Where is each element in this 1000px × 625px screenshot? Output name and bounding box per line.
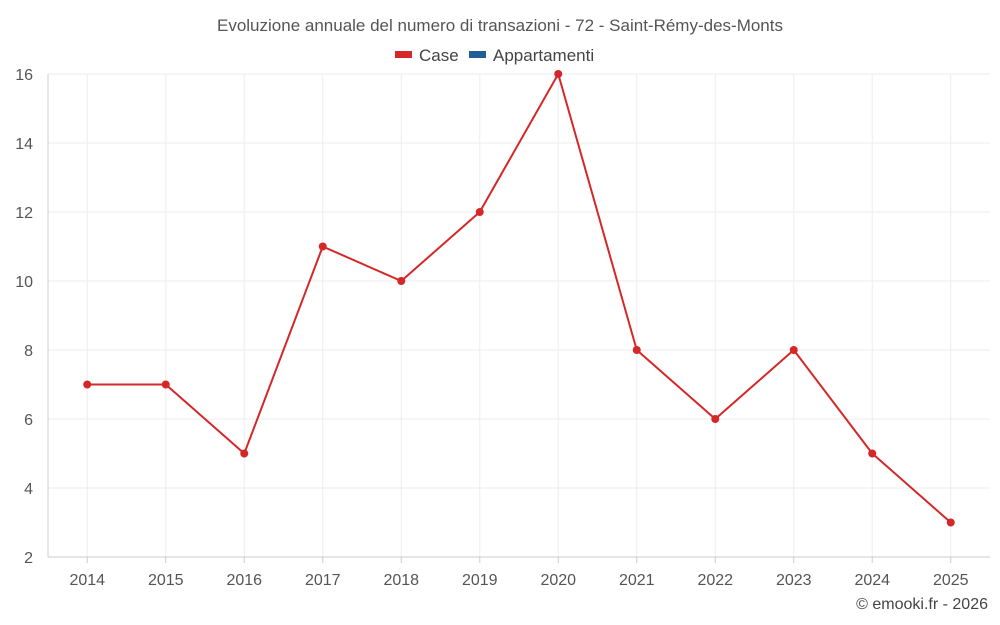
data-point-case-2021[interactable] — [632, 346, 641, 354]
data-point-case-2020[interactable] — [554, 70, 563, 78]
credit-text: © emooki.fr - 2026 — [856, 596, 988, 613]
axes — [47, 74, 990, 563]
y-tick-label: 12 — [15, 205, 33, 222]
grid — [48, 73, 990, 557]
y-tick-label: 8 — [24, 343, 33, 360]
x-tick-label: 2016 — [226, 572, 262, 589]
x-tick-label: 2019 — [462, 572, 498, 589]
x-tick-label: 2023 — [776, 572, 812, 589]
data-point-case-2022[interactable] — [711, 415, 720, 423]
x-tick-label: 2017 — [305, 572, 341, 589]
y-tick-label: 16 — [15, 67, 33, 84]
y-tick-label: 2 — [24, 550, 33, 567]
y-tick-label: 4 — [24, 481, 33, 498]
x-tick-label: 2014 — [69, 572, 105, 589]
series-line-case — [87, 73, 952, 524]
x-tick-label: 2015 — [148, 572, 184, 589]
series-lines — [87, 73, 952, 524]
data-point-case-2025[interactable] — [946, 518, 955, 527]
x-tick-label: 2018 — [383, 572, 419, 589]
data-point-case-2016[interactable] — [240, 449, 249, 458]
x-tick-label: 2022 — [697, 572, 733, 589]
x-tick-label: 2025 — [933, 572, 969, 589]
legend-item-appartamenti[interactable]: Appartamenti — [469, 46, 594, 65]
data-point-case-2015[interactable] — [161, 380, 170, 389]
y-tick-label: 14 — [15, 136, 33, 153]
data-point-case-2024[interactable] — [868, 449, 877, 458]
legend: Case Appartamenti — [395, 46, 594, 65]
x-tick-label: 2020 — [540, 572, 576, 589]
x-tick-label: 2021 — [619, 572, 655, 589]
chart-title: Evoluzione annuale del numero di transaz… — [217, 16, 783, 35]
y-axis-ticks: 2 4 6 8 10 12 14 16 — [15, 67, 33, 567]
x-tick-label: 2024 — [854, 572, 890, 589]
legend-swatch-appartamenti — [469, 51, 486, 58]
legend-item-case[interactable]: Case — [395, 46, 459, 65]
y-tick-label: 10 — [15, 274, 33, 291]
data-point-case-2014[interactable] — [83, 380, 92, 389]
data-point-case-2019[interactable] — [475, 208, 484, 216]
x-axis-ticks: 2014 2015 2016 2017 2018 2019 2020 2021 2022 2023… — [69, 572, 968, 589]
legend-label-appartamenti: Appartamenti — [493, 46, 594, 65]
data-point-case-2023[interactable] — [789, 346, 798, 354]
legend-swatch-case — [395, 51, 412, 58]
y-tick-label: 6 — [24, 412, 33, 429]
legend-label-case: Case — [419, 46, 459, 65]
data-point-case-2017[interactable] — [318, 242, 327, 251]
data-points — [83, 70, 955, 527]
data-point-case-2018[interactable] — [397, 277, 406, 285]
